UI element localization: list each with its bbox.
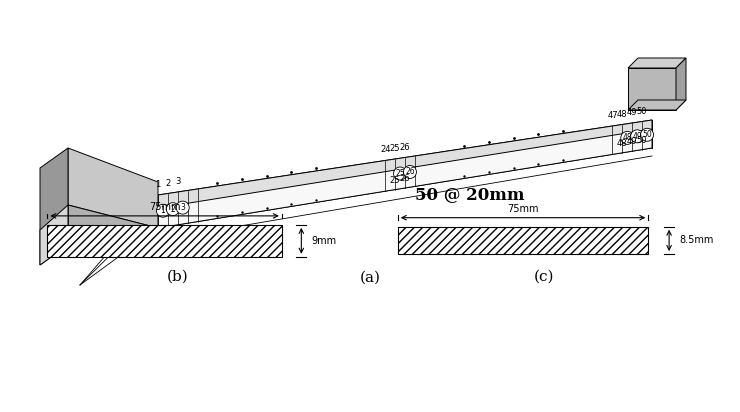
Text: 50: 50: [637, 136, 648, 145]
Circle shape: [403, 166, 417, 178]
Text: 26: 26: [400, 174, 410, 183]
Circle shape: [621, 131, 633, 144]
Bar: [398, 227, 648, 254]
Polygon shape: [158, 120, 652, 208]
Circle shape: [166, 203, 179, 215]
Circle shape: [630, 130, 644, 143]
Polygon shape: [68, 205, 158, 245]
Text: (c): (c): [534, 270, 554, 284]
Text: 25: 25: [395, 169, 405, 178]
Text: 26: 26: [400, 143, 410, 152]
Text: 50: 50: [637, 106, 648, 115]
Text: 9mm: 9mm: [311, 236, 336, 246]
Text: (a): (a): [360, 271, 380, 285]
Polygon shape: [158, 120, 652, 228]
Text: 25: 25: [390, 176, 400, 185]
Polygon shape: [40, 205, 68, 265]
Text: 3: 3: [175, 177, 181, 186]
Text: 49: 49: [632, 132, 642, 141]
Polygon shape: [676, 58, 686, 110]
Text: 26: 26: [405, 167, 414, 176]
Circle shape: [156, 204, 169, 217]
Text: 2: 2: [170, 205, 175, 214]
Text: 50 @ 20mm: 50 @ 20mm: [415, 187, 525, 204]
Text: 48: 48: [617, 110, 628, 119]
Text: 75mm: 75mm: [508, 204, 539, 214]
Text: 2: 2: [165, 178, 170, 187]
Text: (b): (b): [166, 270, 189, 284]
Text: 1: 1: [161, 206, 165, 215]
Text: 24: 24: [380, 145, 391, 154]
Text: 1: 1: [155, 180, 161, 189]
Text: 8.5mm: 8.5mm: [679, 235, 714, 246]
Polygon shape: [68, 148, 158, 228]
Polygon shape: [628, 100, 686, 110]
Text: 49: 49: [627, 137, 637, 146]
Circle shape: [176, 201, 189, 214]
Text: 75mm: 75mm: [149, 202, 181, 212]
Circle shape: [394, 167, 406, 180]
Polygon shape: [40, 148, 68, 265]
Text: 48: 48: [617, 139, 628, 148]
Text: 25: 25: [390, 144, 400, 153]
Bar: [47, 225, 282, 257]
Polygon shape: [628, 58, 686, 68]
Text: 3: 3: [181, 203, 185, 212]
Text: 48: 48: [622, 133, 632, 143]
Polygon shape: [628, 68, 676, 110]
Text: 47: 47: [607, 111, 618, 120]
Text: 50: 50: [642, 130, 652, 139]
Text: 49: 49: [627, 108, 637, 117]
Circle shape: [641, 128, 653, 141]
